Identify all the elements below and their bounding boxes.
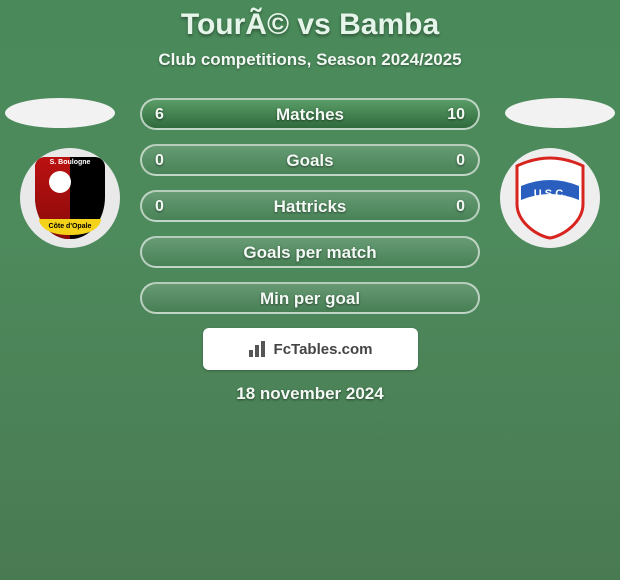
club-badge-right: U.S.C. [500, 148, 600, 248]
attribution-text: FcTables.com [274, 341, 373, 358]
stat-row: 00Goals [140, 144, 480, 176]
club-badge-left: S. Boulogne Côte d'Opale [20, 148, 120, 248]
crest-usc: U.S.C. [513, 156, 587, 240]
stat-label: Goals per match [142, 238, 478, 267]
content: TourÃ© vs Bamba Club competitions, Seaso… [0, 0, 620, 404]
page-subtitle: Club competitions, Season 2024/2025 [0, 50, 620, 70]
stat-row: Goals per match [140, 236, 480, 268]
stat-row: 00Hattricks [140, 190, 480, 222]
stat-label: Hattricks [142, 192, 478, 221]
crest-boulogne-band-text: Côte d'Opale [39, 219, 101, 235]
crest-boulogne: S. Boulogne Côte d'Opale [35, 157, 105, 239]
bars-icon [248, 340, 268, 358]
stat-label: Matches [142, 100, 478, 129]
stat-label: Goals [142, 146, 478, 175]
stat-rows: 610Matches 00Goals 00Hattricks Goals per ma… [140, 98, 480, 314]
date-text: 18 november 2024 [0, 384, 620, 404]
stat-row: 610Matches [140, 98, 480, 130]
svg-text:U.S.C.: U.S.C. [534, 188, 566, 200]
player-photo-right-placeholder [505, 98, 615, 128]
attribution-pill: FcTables.com [203, 328, 418, 370]
crest-boulogne-top-text: S. Boulogne [35, 159, 105, 166]
comparison-area: S. Boulogne Côte d'Opale U.S.C. 610Match… [0, 98, 620, 404]
player-photo-left-placeholder [5, 98, 115, 128]
crest-boulogne-ball [49, 171, 71, 193]
stat-label: Min per goal [142, 284, 478, 313]
stat-row: Min per goal [140, 282, 480, 314]
page-title: TourÃ© vs Bamba [0, 8, 620, 42]
